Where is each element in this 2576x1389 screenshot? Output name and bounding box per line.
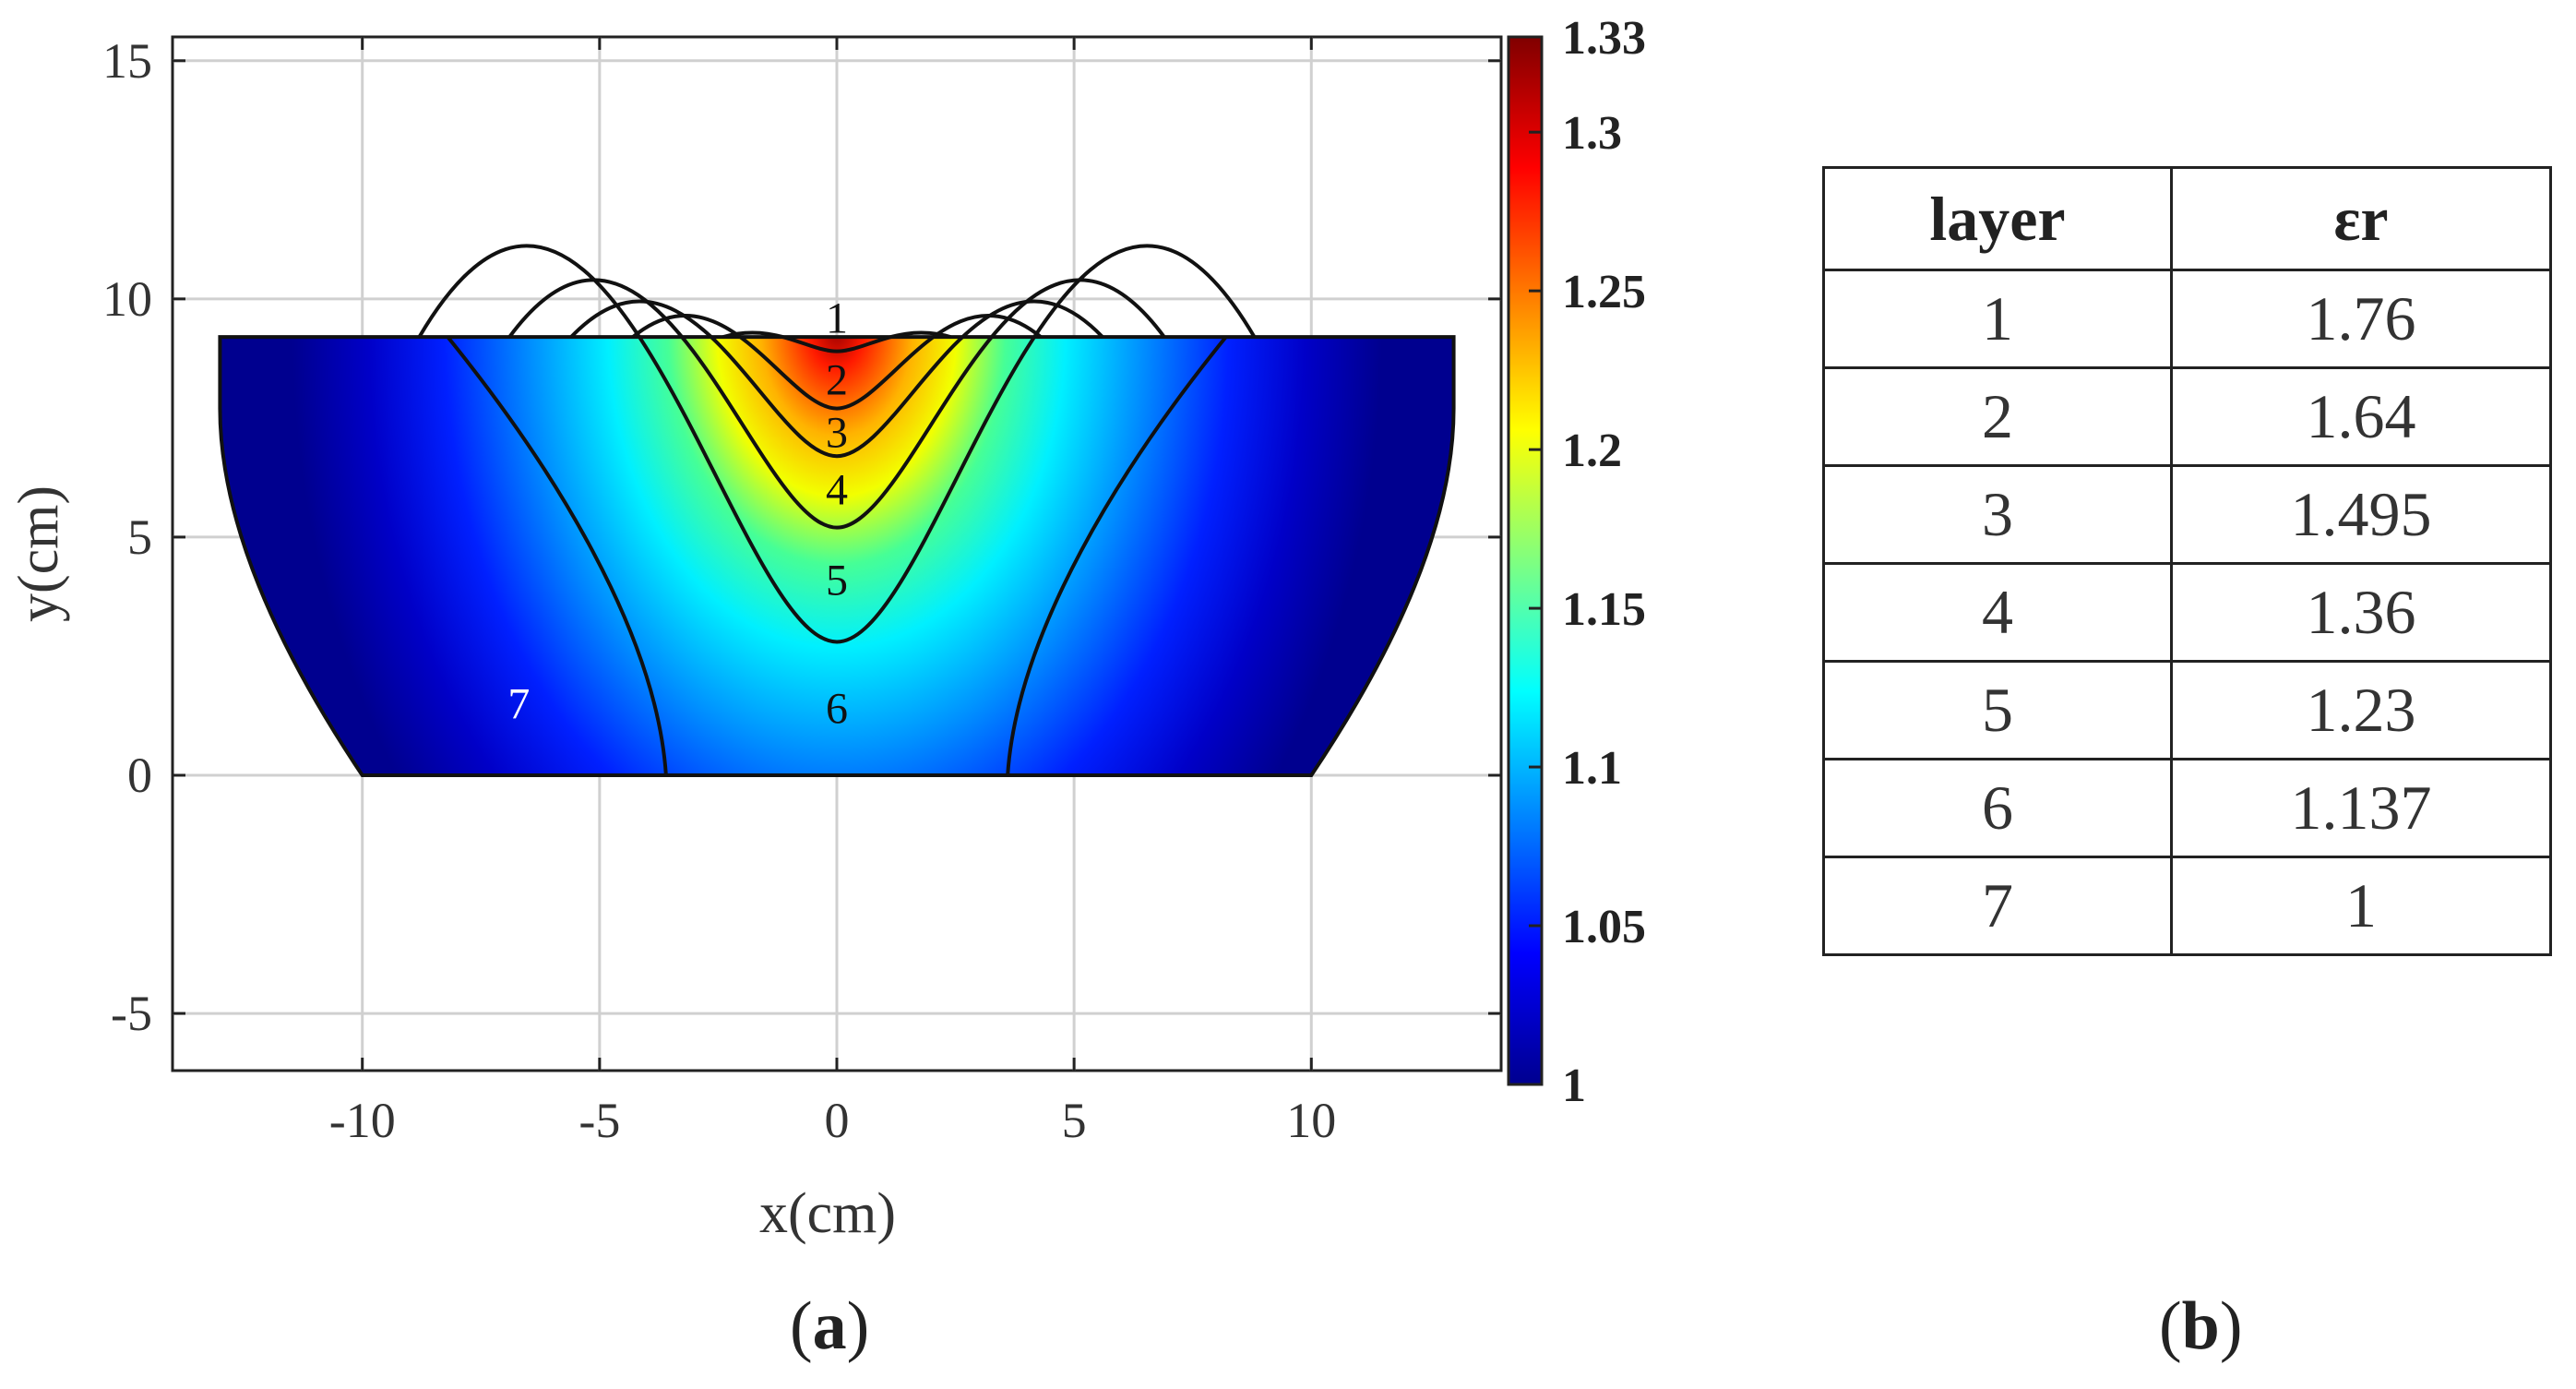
layer-label: 5	[826, 556, 848, 605]
layer-label: 3	[826, 408, 848, 457]
layer-cell: 7	[1822, 856, 2173, 956]
column-header-layer: layer	[1822, 166, 2173, 271]
x-tick-label: 10	[1286, 1093, 1336, 1148]
boundary-line	[446, 335, 668, 776]
table-row: 6 1.137	[1822, 758, 2552, 858]
colorbar-tick-label: 1.2	[1562, 425, 1622, 477]
panel-label-a: (a)	[790, 1288, 870, 1364]
y-tick-label: 0	[127, 748, 152, 803]
permittivity-cell: 1.137	[2170, 758, 2552, 858]
layer-cell: 2	[1822, 366, 2173, 467]
permittivity-cell: 1.495	[2170, 464, 2552, 565]
table-row: 5 1.23	[1822, 660, 2552, 760]
colorbar-ticks: 1 1.05 1.1 1.15 1.2 1.25 1.3 1.33	[1529, 12, 1646, 1112]
y-tick-label: -5	[111, 986, 152, 1041]
layer-cell: 4	[1822, 562, 2173, 663]
column-header-permittivity: εr	[2170, 166, 2552, 271]
boundary-line	[631, 314, 1043, 411]
y-axis-label: y(cm)	[7, 485, 70, 622]
x-tick-label: 0	[825, 1093, 850, 1148]
colorbar-tick-label: 1.05	[1562, 901, 1646, 953]
permittivity-cell: 1.64	[2170, 366, 2552, 467]
x-axis-label: x(cm)	[759, 1182, 896, 1245]
layer-cell: 5	[1822, 660, 2173, 760]
colorbar-tick-label: 1	[1562, 1060, 1586, 1112]
table-row: 2 1.64	[1822, 366, 2552, 467]
layer-cell: 1	[1822, 269, 2173, 369]
colorbar-tick-label: 1.3	[1562, 107, 1622, 160]
layer-cell: 3	[1822, 464, 2173, 565]
x-tick-label: -10	[329, 1093, 396, 1148]
boundary-line	[507, 278, 1166, 530]
permittivity-cell: 1.76	[2170, 269, 2552, 369]
boundary-line	[1006, 335, 1228, 776]
colorbar-tick-label: 1.1	[1562, 742, 1622, 795]
panel-label-b-letter: b	[2181, 1288, 2220, 1364]
layer-boundaries	[417, 244, 1257, 776]
permittivity-cell: 1.36	[2170, 562, 2552, 663]
y-tick-label: 15	[102, 33, 152, 89]
layer-label: 2	[826, 356, 848, 405]
layer-label: 4	[826, 465, 848, 514]
permittivity-table: layer εr 1 1.76 2 1.64 3 1.495 4 1.36 5 1.23 6 1.13…	[1822, 166, 2552, 956]
y-tick-label: 5	[127, 509, 152, 565]
y-tick-label: 10	[102, 271, 152, 327]
x-tick-label: 5	[1062, 1093, 1087, 1148]
x-tick-label: -5	[578, 1093, 620, 1148]
panel-label-b: (b)	[2159, 1288, 2243, 1364]
colorbar-tick-label: 1.33	[1562, 12, 1646, 65]
table-row: 1 1.76	[1822, 269, 2552, 369]
table-header-row: layer εr	[1822, 166, 2552, 271]
boundary-line	[569, 299, 1104, 459]
colorbar	[1507, 35, 1544, 1086]
layer-label: 1	[826, 294, 848, 343]
layer-label: 7	[507, 680, 530, 729]
boundary-line	[722, 330, 951, 353]
layer-label: 6	[826, 685, 848, 734]
permittivity-cell: 1.23	[2170, 660, 2552, 760]
colorbar-tick-label: 1.25	[1562, 266, 1646, 318]
permittivity-cell: 1	[2170, 856, 2552, 956]
panel-label-a-letter: a	[812, 1288, 847, 1364]
table-row: 4 1.36	[1822, 562, 2552, 663]
layer-cell: 6	[1822, 758, 2173, 858]
boundary-line	[417, 244, 1257, 644]
table-row: 3 1.495	[1822, 464, 2552, 565]
colorbar-tick-label: 1.15	[1562, 583, 1646, 636]
region-outline	[218, 335, 1456, 777]
